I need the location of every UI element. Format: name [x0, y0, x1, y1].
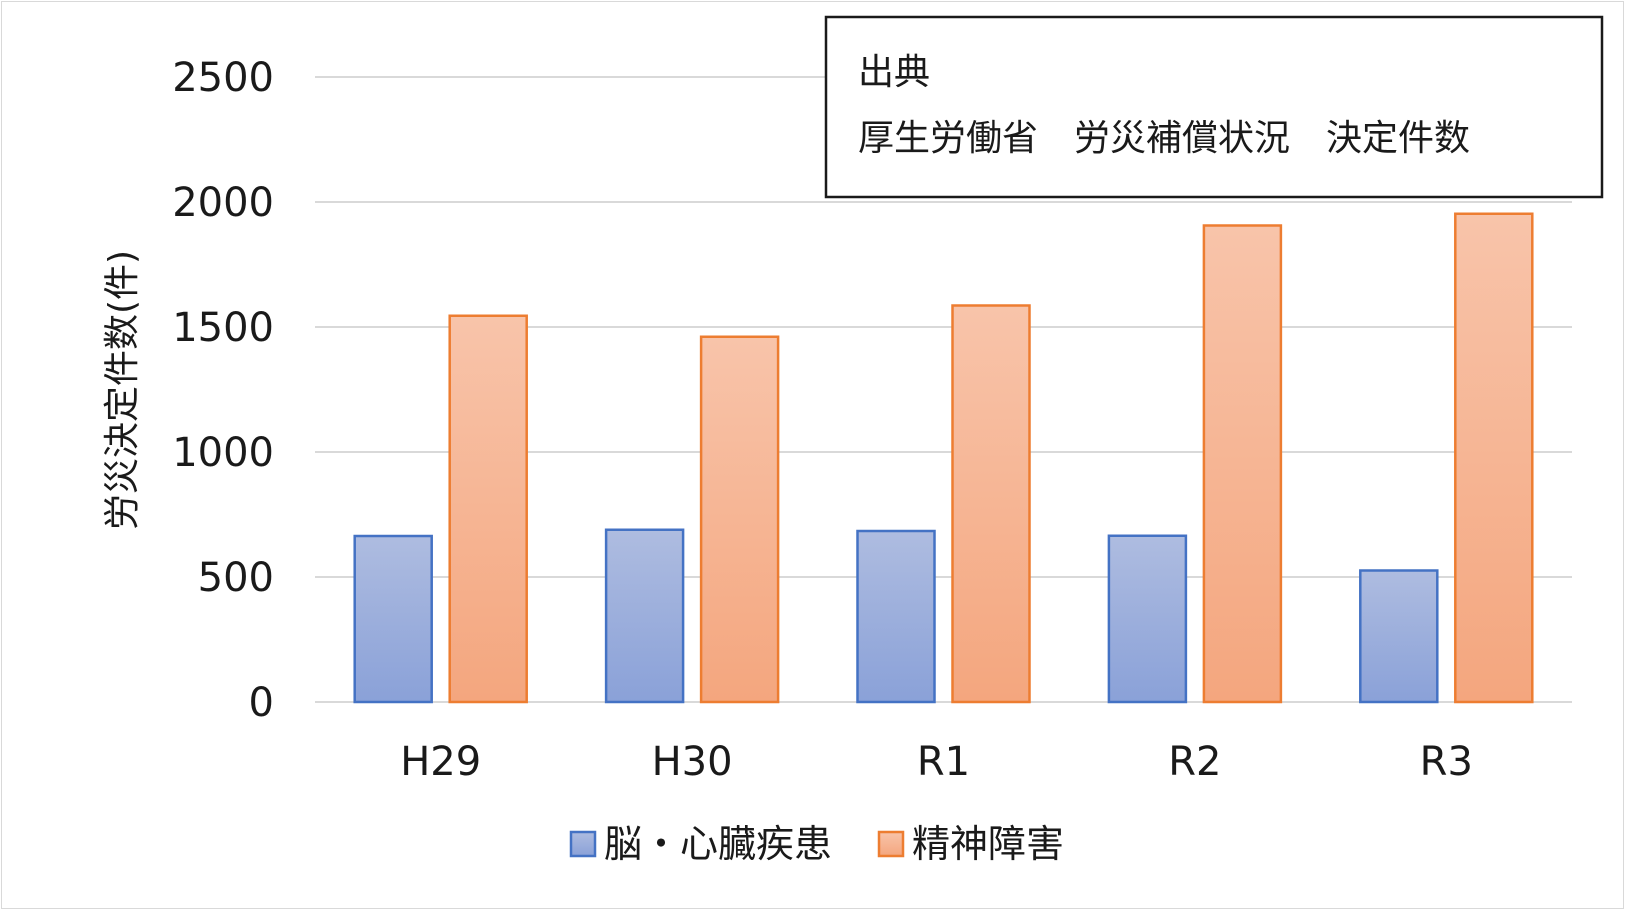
y-axis-label: 労災決定件数(件) — [102, 250, 143, 530]
bar-brain-heart-r3 — [1359, 569, 1439, 704]
legend-label: 精神障害 — [912, 822, 1064, 866]
y-tick-label: 1000 — [172, 430, 274, 476]
bar-mental-h30 — [699, 335, 780, 704]
bar-brain-heart-r1 — [856, 529, 936, 704]
annotation-source: 厚生労働省 労災補償状況 決定件数 — [858, 118, 1470, 159]
bars — [353, 212, 1534, 704]
x-category-label: R3 — [1420, 739, 1473, 785]
x-category-label: R2 — [1168, 739, 1221, 785]
bar-brain-heart-r2 — [1107, 534, 1188, 704]
x-axis-categories: H29 H30 R1 R2 R3 — [400, 739, 1473, 785]
bar-mental-r2 — [1202, 224, 1283, 704]
y-tick-label: 0 — [249, 680, 274, 726]
y-tick-label: 500 — [198, 555, 274, 601]
x-category-label: H30 — [652, 739, 733, 785]
bar-brain-heart-h30 — [604, 528, 685, 704]
x-category-label: R1 — [917, 739, 970, 785]
bar-mental-r1 — [951, 304, 1031, 704]
bar-mental-h29 — [448, 314, 528, 704]
bar-mental-r3 — [1454, 212, 1534, 704]
bar-brain-heart-h29 — [353, 534, 433, 704]
legend-swatch — [569, 830, 597, 858]
y-axis-ticks: 0 500 1000 1500 2000 2500 — [172, 55, 274, 726]
legend-swatch — [877, 830, 905, 858]
y-tick-label: 2000 — [172, 180, 274, 226]
x-category-label: H29 — [400, 739, 481, 785]
legend-item-mental: 精神障害 — [877, 822, 1064, 866]
source-annotation: 出典 厚生労働省 労災補償状況 決定件数 — [824, 15, 1604, 199]
y-tick-label: 2500 — [172, 55, 274, 101]
annotation-box — [824, 15, 1604, 199]
legend-item-brain-heart: 脳・心臓疾患 — [569, 822, 832, 866]
y-tick-label: 1500 — [172, 305, 274, 351]
legend: 脳・心臓疾患 精神障害 — [569, 822, 1064, 866]
legend-label: 脳・心臓疾患 — [604, 822, 832, 866]
annotation-title: 出典 — [858, 52, 930, 93]
